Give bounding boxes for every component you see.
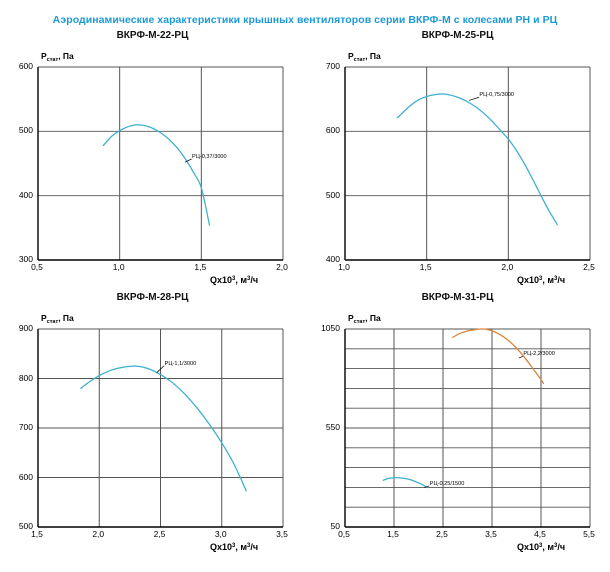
plot-area-vkrf-m-22-rc: РЦ-0,37/3000 300 400 500 600 0,5 1,0 1,5 2,0 Pста…: [19, 51, 288, 285]
curve-label-РЦ-0,37/3000: РЦ-0,37/3000: [192, 153, 227, 160]
curve-label-РЦ-0,25/1500: РЦ-0,25/1500: [429, 480, 465, 487]
y-tick-label: 600: [18, 471, 33, 482]
x-tick-label: 2,5: [436, 529, 448, 539]
y-tick-label: 50: [330, 521, 340, 531]
y-tick-label: 600: [325, 125, 340, 136]
plot-svg-vkrf-m-22-rc: [37, 66, 284, 261]
leader-line: [424, 485, 430, 488]
chart-vkrf-m-22-rc: ВКРФ-М-22-РЦ РЦ-0,37/3000 300 400 500 600 0,5 1…: [0, 30, 305, 290]
x-tick-label: 1,0: [338, 262, 350, 272]
x-tick-label: 1,5: [31, 529, 43, 539]
y-tick-label: 1050: [321, 323, 340, 333]
plot-area-vkrf-m-31-rc: РЦ-2,2/3000 РЦ-0,25/1500 50 550 1050 0,5 1,5 2,…: [321, 313, 595, 552]
x-tick-label: 3,5: [485, 529, 497, 539]
x-tick-label: 0,5: [31, 262, 43, 272]
chart-title-vkrf-m-31-rc: ВКРФ-М-31-РЦ: [421, 292, 494, 303]
plot-svg-vkrf-m-25-rc: [344, 66, 591, 261]
plot-svg-vkrf-m-28-rc: [37, 328, 284, 528]
x-tick-label: 4,5: [534, 529, 546, 539]
chart-title-vkrf-m-22-rc: ВКРФ-М-22-РЦ: [116, 30, 189, 41]
y-tick-label: 500: [18, 521, 33, 531]
y-axis-title: Pстат, Па: [41, 313, 74, 325]
curve-РЦ-0,25/1500: [382, 477, 428, 489]
leader-line: [184, 158, 192, 163]
chart-vkrf-m-31-rc: ВКРФ-М-31-РЦ РЦ-2,2/3000 РЦ-0,25/1500 50 550…: [305, 292, 610, 567]
x-tick-label: 5,5: [583, 529, 595, 539]
x-tick-label: 1,0: [112, 262, 125, 272]
x-tick-label: 2,0: [501, 262, 514, 272]
y-axis-title: Pстат, Па: [41, 51, 74, 63]
x-tick-label: 2,5: [583, 262, 595, 272]
x-tick-label: 2,0: [276, 262, 288, 272]
leader-line: [518, 356, 524, 359]
y-tick-label: 600: [18, 61, 33, 71]
y-tick-label: 300: [18, 254, 33, 264]
y-tick-label: 550: [325, 422, 340, 432]
x-axis-title: Qx103, м3/ч: [517, 542, 566, 552]
x-tick-label: 0,5: [338, 529, 350, 539]
x-tick-label: 1,5: [387, 529, 399, 539]
x-tick-label: 1,5: [194, 262, 207, 272]
curve-РЦ-2,2/3000: [452, 328, 545, 385]
y-tick-label: 800: [18, 372, 33, 383]
plot-svg-vkrf-m-31-rc: [344, 328, 591, 528]
x-axis-title: Qx103, м3/ч: [210, 275, 259, 285]
y-axis-title: Pстат, Па: [348, 51, 381, 63]
x-tick-label: 3,5: [276, 529, 288, 539]
curve-РЦ-0,75/3000: [396, 93, 558, 226]
x-tick-label: 1,5: [419, 262, 432, 272]
chart-title-vkrf-m-25-rc: ВКРФ-М-25-РЦ: [421, 30, 494, 41]
y-tick-label: 500: [18, 125, 33, 136]
chart-vkrf-m-25-rc: ВКРФ-М-25-РЦ РЦ-0,75/3000 400 500 600 700 1,0 1…: [305, 30, 610, 290]
curve-label-РЦ-0,75/3000: РЦ-0,75/3000: [479, 92, 515, 99]
y-tick-label: 400: [18, 189, 33, 200]
leader-line: [469, 96, 480, 101]
chart-title-vkrf-m-28-rc: ВКРФ-М-28-РЦ: [116, 292, 189, 303]
curve-label-РЦ-2,2/3000: РЦ-2,2/3000: [523, 351, 555, 358]
x-axis-title: Qx103, м3/ч: [517, 275, 566, 285]
curve-РЦ-1,1/3000: [80, 365, 247, 492]
y-axis-title: Pстат, Па: [348, 313, 381, 325]
plot-area-vkrf-m-25-rc: РЦ-0,75/3000 400 500 600 700 1,0 1,5 2,0 2,5 Pста…: [326, 51, 595, 285]
y-tick-label: 400: [325, 254, 340, 264]
y-tick-label: 700: [325, 61, 340, 71]
x-axis-title: Qx103, м3/ч: [210, 542, 259, 552]
x-tick-label: 2,0: [92, 529, 105, 539]
chart-vkrf-m-28-rc: ВКРФ-М-28-РЦ РЦ-1,1/3000 500 600 700 800 900 1,…: [0, 292, 305, 567]
x-tick-label: 3,0: [214, 529, 227, 539]
y-tick-label: 700: [18, 422, 33, 432]
x-tick-label: 2,5: [153, 529, 166, 539]
curve-label-РЦ-1,1/3000: РЦ-1,1/3000: [164, 360, 197, 367]
plot-area-vkrf-m-28-rc: РЦ-1,1/3000 500 600 700 800 900 1,5 2,0 2,5 3,0 3,…: [19, 313, 288, 552]
y-tick-label: 500: [325, 189, 340, 200]
page-title: Аэродинамические характеристики крышных …: [52, 14, 558, 26]
curve-РЦ-0,37/3000: [102, 124, 211, 226]
leader-line: [156, 365, 165, 373]
y-tick-label: 900: [18, 323, 33, 333]
